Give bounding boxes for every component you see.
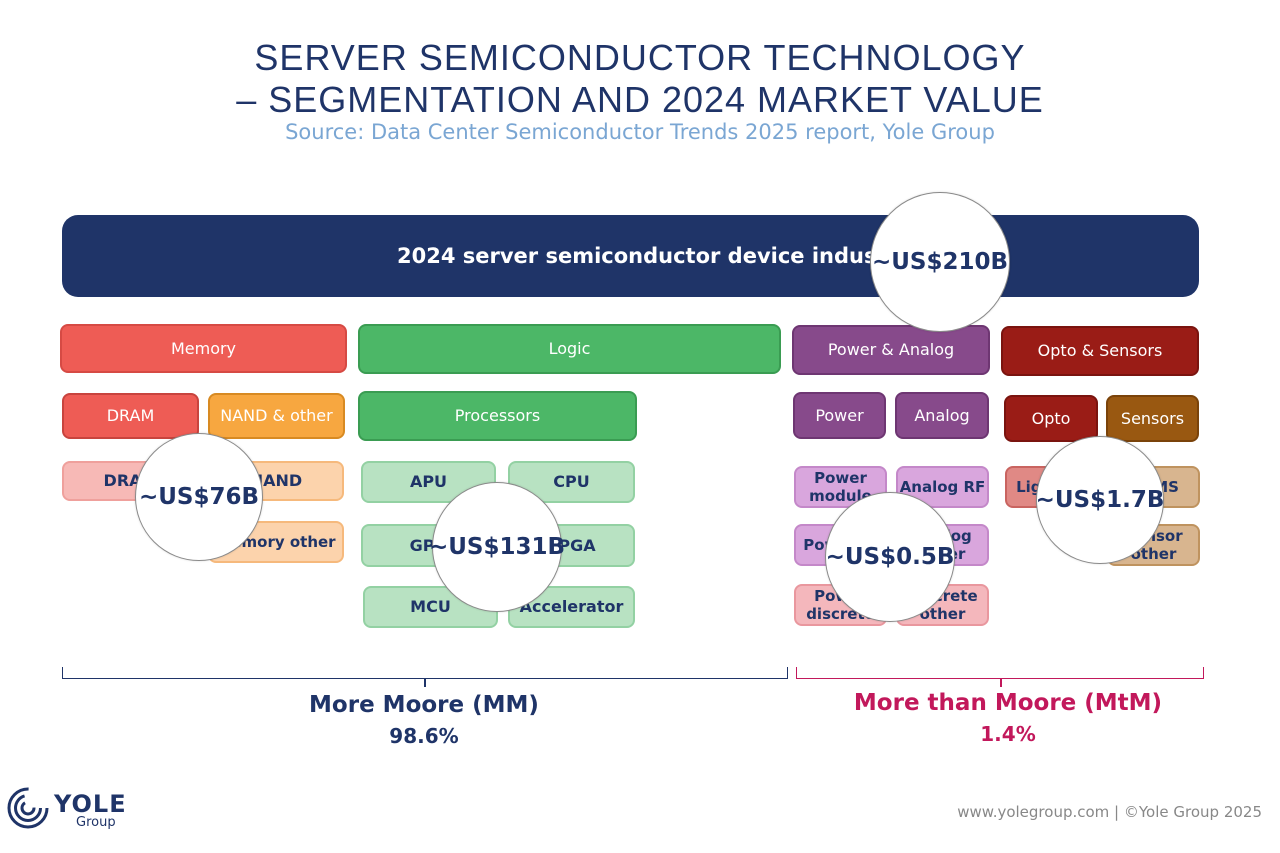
analog-rf-item: Analog RF [896, 466, 989, 508]
logo-wordmark: YOLE [54, 790, 127, 818]
mtm-percent: 1.4% [980, 722, 1036, 746]
yole-logo-icon [6, 786, 50, 830]
opto-sensors-category: Opto & Sensors [1001, 326, 1199, 376]
power-analog-category: Power & Analog [792, 325, 990, 375]
dram-subcategory: DRAM [62, 393, 199, 439]
nand-other-subcategory: NAND & other [208, 393, 345, 439]
mm-bracket-tick [424, 679, 426, 687]
source-note: Source: Data Center Semiconductor Trends… [285, 120, 995, 144]
power-subcategory: Power [793, 392, 886, 439]
opto-sensors-value-circle: ~US$1.7B [1036, 436, 1164, 564]
mm-bracket [62, 667, 788, 679]
sensors-subcategory: Sensors [1106, 395, 1199, 442]
memory-value-circle: ~US$76B [135, 433, 263, 561]
apu-item: APU [361, 461, 496, 503]
logo-subtext: Group [76, 815, 116, 830]
power-analog-value-circle: ~US$0.5B [825, 492, 955, 622]
mm-percent: 98.6% [389, 724, 459, 748]
mtm-bracket [796, 667, 1204, 679]
logic-category: Logic [358, 324, 781, 374]
memory-category: Memory [60, 324, 347, 373]
mm-label: More Moore (MM) [309, 692, 539, 718]
processors-subcategory: Processors [358, 391, 637, 441]
industry-value-circle: ~US$210B [870, 192, 1010, 332]
opto-subcategory: Opto [1004, 395, 1098, 442]
industry-banner: 2024 server semiconductor device industr… [62, 215, 1199, 297]
analog-subcategory: Analog [895, 392, 989, 439]
page-title-line1: SERVER SEMICONDUCTOR TECHNOLOGY [254, 37, 1026, 78]
logic-value-circle: ~US$131B [429, 482, 565, 612]
industry-banner-label: 2024 server semiconductor device industr… [397, 244, 911, 268]
footer-credit: www.yolegroup.com | ©Yole Group 2025 [957, 803, 1262, 821]
page-title-line2: – SEGMENTATION AND 2024 MARKET VALUE [236, 79, 1044, 120]
mtm-label: More than Moore (MtM) [853, 690, 1163, 716]
mtm-bracket-tick [1000, 679, 1002, 687]
